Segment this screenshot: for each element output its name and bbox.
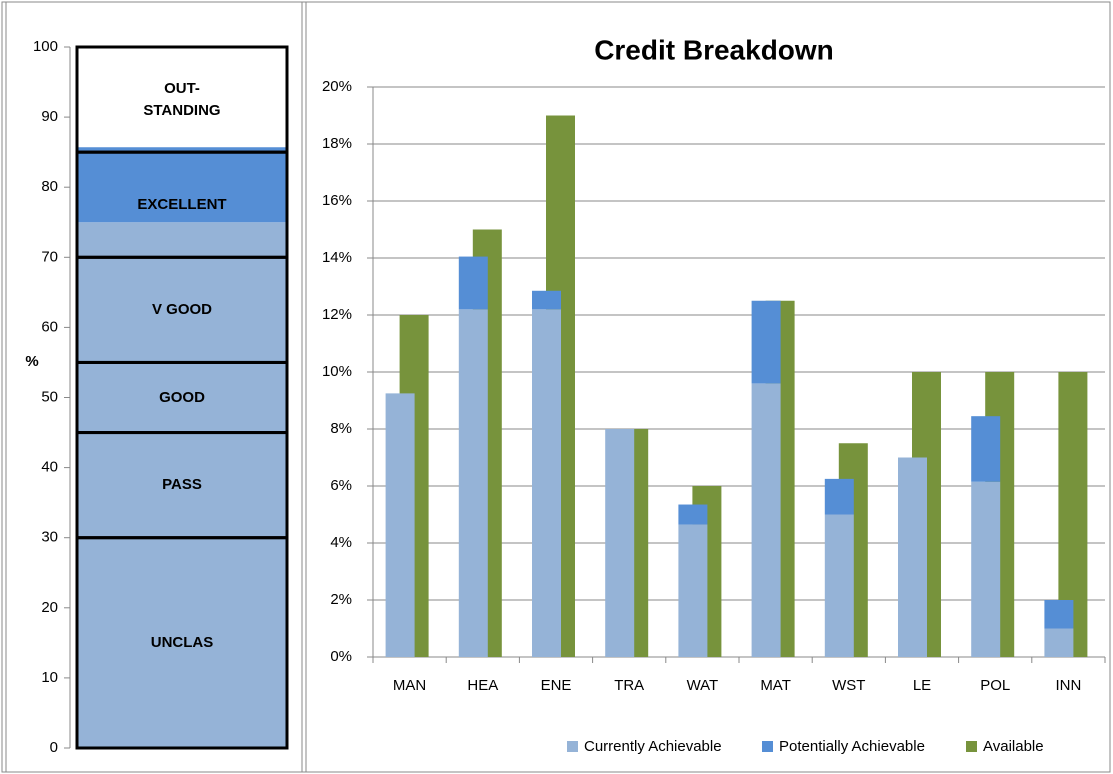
band-label: OUT-STANDING xyxy=(143,79,221,119)
bar xyxy=(385,393,415,657)
y-tick-label: 2% xyxy=(330,591,352,608)
y-tick-label: 30 xyxy=(41,529,58,546)
y-tick-label: 10% xyxy=(322,363,352,380)
legend-label: Currently Achievable xyxy=(584,738,722,755)
y-tick-label: 0% xyxy=(330,648,352,665)
bar xyxy=(751,300,781,384)
bar xyxy=(1044,600,1074,629)
x-tick-label: MAT xyxy=(760,677,791,694)
chart-title: Credit Breakdown xyxy=(594,34,834,65)
legend-label: Available xyxy=(983,738,1044,755)
y-tick-label: 4% xyxy=(330,534,352,551)
gauge-fill xyxy=(77,147,287,223)
bar xyxy=(971,416,1001,482)
y-tick-label: 90 xyxy=(41,108,58,125)
bar xyxy=(605,429,635,657)
band xyxy=(75,45,289,154)
x-tick-label: MAN xyxy=(393,677,426,694)
y-tick-label: 14% xyxy=(322,249,352,266)
bar xyxy=(751,383,781,657)
bar xyxy=(824,514,854,657)
y-tick-label: 20% xyxy=(322,78,352,95)
y-tick-label: 16% xyxy=(322,192,352,209)
y-tick-label: 18% xyxy=(322,135,352,152)
y-tick-label: 70 xyxy=(41,248,58,265)
x-tick-label: POL xyxy=(980,677,1010,694)
legend-swatch xyxy=(567,741,578,752)
y-tick-label: 10 xyxy=(41,669,58,686)
band-label: V GOOD xyxy=(151,300,212,318)
legend-label: Potentially Achievable xyxy=(779,738,925,755)
y-tick-label: 80 xyxy=(41,178,58,195)
band-label: EXCELLENT xyxy=(137,195,227,213)
bar xyxy=(678,504,708,525)
y-tick-label: 60 xyxy=(41,318,58,335)
x-tick-label: WAT xyxy=(687,677,719,694)
y-tick-label: 8% xyxy=(330,420,352,437)
gauge-fill xyxy=(77,222,287,748)
bar xyxy=(824,478,854,515)
bar xyxy=(458,256,488,310)
x-tick-label: TRA xyxy=(614,677,644,694)
band-label: GOOD xyxy=(159,388,205,406)
y-tick-label: 50 xyxy=(41,388,58,405)
legend-swatch xyxy=(762,741,773,752)
y-tick-label: 100 xyxy=(33,38,58,55)
y-tick-label: 40 xyxy=(41,459,58,476)
x-tick-label: INN xyxy=(1055,677,1081,694)
bar xyxy=(898,457,927,657)
bar xyxy=(532,290,561,310)
bar xyxy=(532,309,561,657)
band-label: UNCLAS xyxy=(150,633,214,651)
x-tick-label: ENE xyxy=(541,677,572,694)
y-tick-label: 0 xyxy=(50,739,58,756)
x-tick-label: LE xyxy=(913,677,931,694)
bar xyxy=(678,524,708,657)
x-tick-label: WST xyxy=(832,677,865,694)
y-tick-label: 20 xyxy=(41,599,58,616)
bar xyxy=(1044,628,1074,657)
bar xyxy=(458,309,488,657)
band-label: PASS xyxy=(162,476,202,494)
x-tick-label: HEA xyxy=(467,677,498,694)
y-tick-label: 12% xyxy=(322,306,352,323)
legend-swatch xyxy=(966,741,977,752)
y-axis-label: % xyxy=(25,353,38,370)
y-tick-label: 6% xyxy=(330,477,352,494)
bar xyxy=(971,481,1001,657)
